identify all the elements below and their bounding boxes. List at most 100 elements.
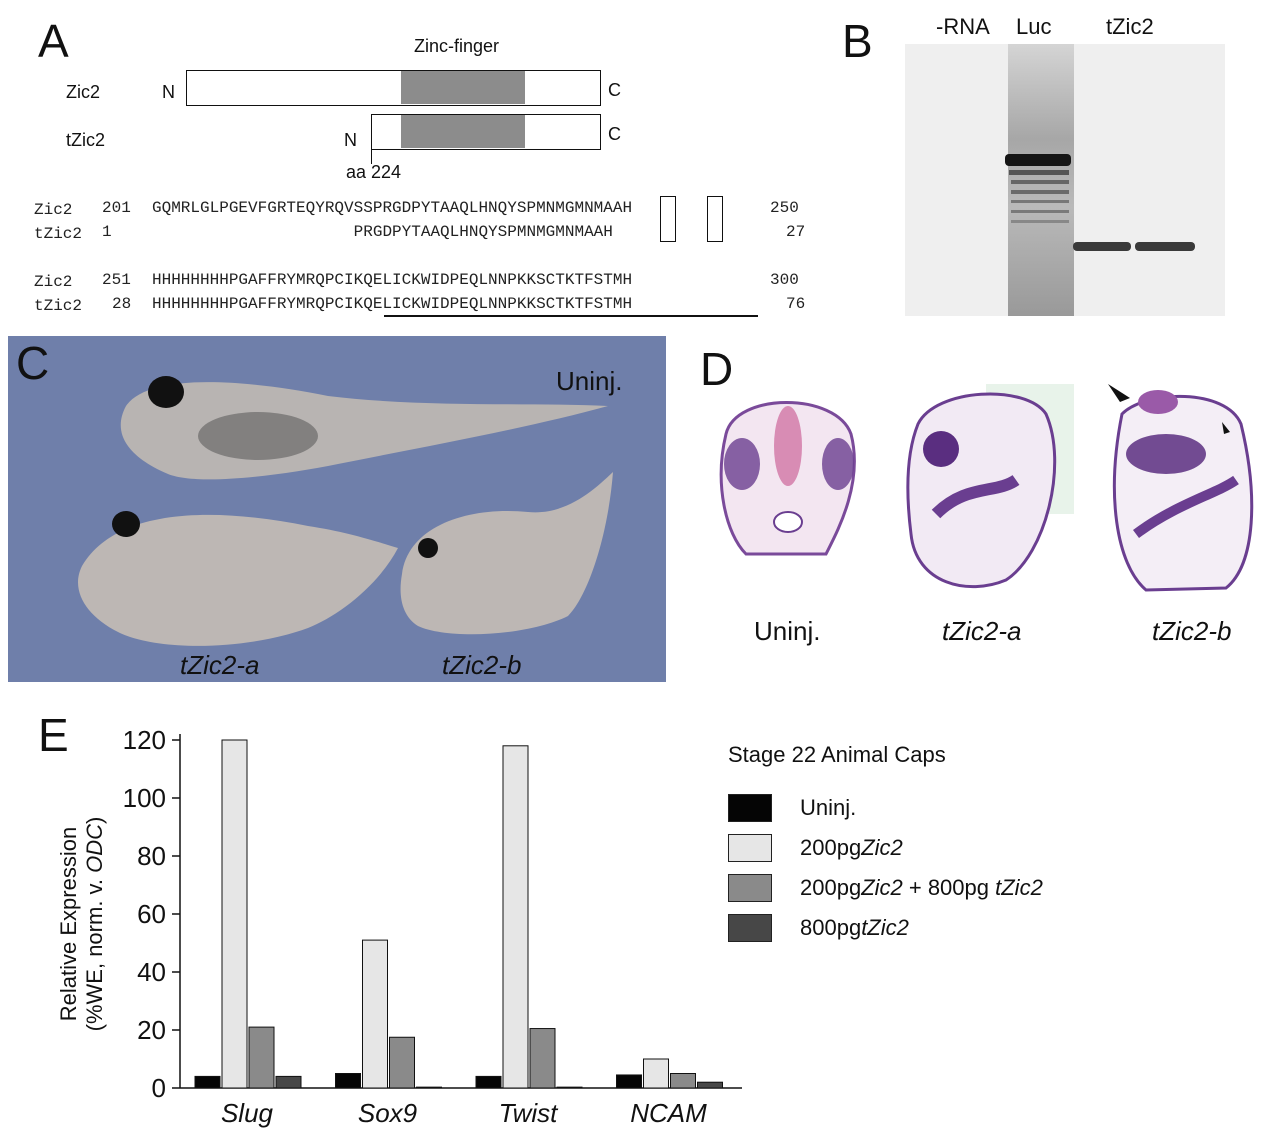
y-axis-title-line2-pre: (%WE, norm. v. <box>82 872 107 1032</box>
bar <box>670 1073 696 1089</box>
y-tick-label: 40 <box>137 957 166 987</box>
panel-label-b: B <box>842 15 873 67</box>
bar <box>221 739 248 1089</box>
photo-label-uninj: Uninj. <box>556 366 623 396</box>
alignment-name-4: tZic2 <box>34 297 83 315</box>
zinc-finger-label: Zinc-finger <box>414 36 500 56</box>
zic2-row-label: Zic2 <box>66 82 101 102</box>
bar <box>475 1075 502 1089</box>
x-category-label: Sox9 <box>358 1098 417 1128</box>
arrowhead-small-icon <box>1222 422 1230 434</box>
alignment-seq-2: PRGDPYTAAQLHNQYSPMNMGMNMAAH <box>152 223 613 241</box>
bar <box>194 1075 221 1089</box>
legend-swatch <box>728 794 772 822</box>
aa224-tick <box>371 150 372 164</box>
luc-band <box>1005 154 1071 166</box>
legend-swatch <box>728 874 772 902</box>
y-tick-label: 20 <box>137 1015 166 1045</box>
bar-chart: 0 20 40 60 80 100 120 Slug Sox9 Twist NCAM <box>123 725 742 1128</box>
legend-item: 200pg Zic2 + 800pg tZic2 <box>728 868 1043 908</box>
y-axis-title: Relative Expression (%WE, norm. v. ODC) <box>52 788 112 1050</box>
alignment-start-3: 251 <box>102 271 131 289</box>
bar <box>502 745 529 1089</box>
section-label-uninj: Uninj. <box>754 616 821 646</box>
tzic2-band-2 <box>1135 242 1195 251</box>
legend-label-ital: Zic2 <box>861 875 903 900</box>
alignment-end-4: 76 <box>786 295 806 313</box>
tadpole-photo <box>8 336 666 682</box>
bar <box>416 1086 442 1089</box>
section-label-tzic2-a: tZic2-a <box>942 616 1022 646</box>
legend-label-ital: tZic2 <box>861 915 909 940</box>
tzic2-b-section <box>1113 394 1254 592</box>
x-category-label: Twist <box>499 1098 560 1128</box>
tzic2-n-terminus: N <box>344 130 357 150</box>
alignment-start-2: 1 <box>102 223 112 241</box>
alignment-end-1: 250 <box>770 199 799 217</box>
legend-label-ital: Zic2 <box>861 835 903 860</box>
bar <box>556 1086 583 1089</box>
lane-label-tzic2: tZic2 <box>1106 14 1154 39</box>
bar <box>697 1081 723 1089</box>
y-axis-title-line2-ital: ODC <box>82 823 107 873</box>
legend-item: 200pg ​Zic2 <box>728 828 1043 868</box>
methionine-box-1 <box>660 196 676 242</box>
alignment-end-2: 27 <box>786 223 806 241</box>
y-tick-label: 120 <box>123 725 166 755</box>
panel-label-c: C <box>16 337 50 389</box>
lane-label-rna: -RNA <box>936 14 990 39</box>
lane-label-luc: Luc <box>1016 14 1052 39</box>
arrowhead-icon <box>1108 384 1130 402</box>
y-tick-label: 100 <box>123 783 166 813</box>
bar <box>529 1028 556 1089</box>
bar <box>616 1074 642 1089</box>
bar <box>643 1058 669 1089</box>
bar <box>389 1036 415 1089</box>
tzic2-zinc-finger-domain <box>401 115 525 148</box>
zic2-n-terminus: N <box>162 82 175 102</box>
legend-swatch <box>728 834 772 862</box>
y-axis-title-line1: Relative Expression <box>56 826 81 1022</box>
photo-label-tzic2-a: tZic2-a <box>180 650 260 680</box>
tzic2-band-1 <box>1073 242 1131 251</box>
legend-item: Uninj. <box>728 788 1043 828</box>
y-tick-label: 0 <box>152 1073 166 1103</box>
tzic2-row-label: tZic2 <box>66 130 106 150</box>
zic2-zinc-finger-domain <box>401 71 525 104</box>
bar <box>275 1075 302 1089</box>
zinc-finger-underline <box>384 315 758 317</box>
legend-label: 200pg <box>800 875 862 900</box>
tzic2-a-tadpole <box>78 514 398 646</box>
chart-title: Stage 22 Animal Caps <box>728 742 946 767</box>
legend-item: 800pg tZic2 <box>728 908 1043 948</box>
gel-image <box>905 44 1225 316</box>
panel-label-e: E <box>38 709 69 761</box>
panel-label-a: A <box>38 15 69 67</box>
legend-label: 800pg <box>800 915 862 940</box>
tzic2-b-tadpole <box>400 472 613 635</box>
zic2-protein-bar <box>186 70 601 106</box>
x-category-label: Slug <box>221 1098 274 1128</box>
methionine-box-2 <box>707 196 723 242</box>
alignment-start-1: 201 <box>102 199 131 217</box>
tzic2-c-terminus: C <box>608 124 621 144</box>
bar <box>248 1026 275 1089</box>
legend: Uninj. 200pg ​Zic2 200pg Zic2 + 800pg tZ… <box>728 788 1043 948</box>
histology-sections <box>719 384 1254 592</box>
alignment-name-3: Zic2 <box>34 273 73 291</box>
zic2-c-terminus: C <box>608 80 621 100</box>
section-label-tzic2-b: tZic2-b <box>1152 616 1232 646</box>
legend-label: 200pg <box>800 835 862 860</box>
alignment-end-3: 300 <box>770 271 799 289</box>
alignment-seq-4: HHHHHHHHPGAFFRYMRQPCIKQELICKWIDPEQLNNPKK… <box>152 295 633 313</box>
alignment-seq-1: GQMRLGLPGEVFGRTEQYRQVSSPRGDPYTAAQLHNQYSP… <box>152 199 633 217</box>
legend-label-ital-2: tZic2 <box>995 875 1043 900</box>
alignment-seq-3: HHHHHHHHPGAFFRYMRQPCIKQELICKWIDPEQLNNPKK… <box>152 271 633 289</box>
photo-label-tzic2-b: tZic2-b <box>442 650 522 680</box>
legend-label-mid: + 800pg <box>902 875 996 900</box>
bar <box>362 939 388 1089</box>
tzic2-protein-bar <box>371 114 601 150</box>
alignment-name-1: Zic2 <box>34 201 73 219</box>
legend-swatch <box>728 914 772 942</box>
panel-label-d: D <box>700 343 734 395</box>
